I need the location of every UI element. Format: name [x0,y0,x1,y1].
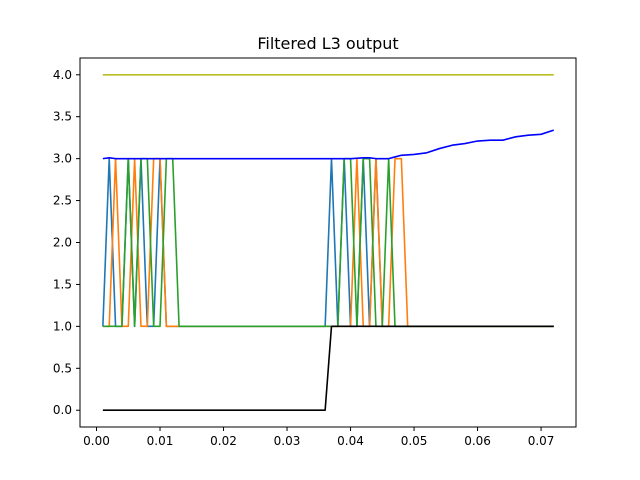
axes-layer: 0.00 0.01 0.02 0.03 0.04 0.05 0.06 0.07 0.0 0.5 1.… [53,57,577,448]
y-tick-label: 0.5 [53,361,72,375]
chart-title: Filtered L3 output [257,34,398,53]
y-tick-label: 1.0 [53,319,72,333]
series-line-4 [102,129,555,160]
x-tick-label: 0.07 [528,434,555,448]
y-tick-label: 3.0 [53,152,72,166]
x-tick-label: 0.05 [401,434,428,448]
x-tick-label: 0.00 [83,434,110,448]
series-line-5 [102,325,554,412]
y-tick-label: 4.0 [53,68,72,82]
y-tick-label: 0.0 [53,403,72,417]
x-tick-label: 0.02 [210,434,237,448]
x-tick-label: 0.04 [337,434,364,448]
y-tick-label: 3.5 [53,110,72,124]
y-tick-label: 2.5 [53,194,72,208]
series-layer [102,73,555,412]
series-line-1 [102,157,554,328]
y-tick-label: 2.0 [53,236,72,250]
x-tick-label: 0.01 [147,434,174,448]
y-tick-label: 1.5 [53,277,72,291]
x-tick-label: 0.03 [274,434,301,448]
x-tick-label: 0.06 [464,434,491,448]
